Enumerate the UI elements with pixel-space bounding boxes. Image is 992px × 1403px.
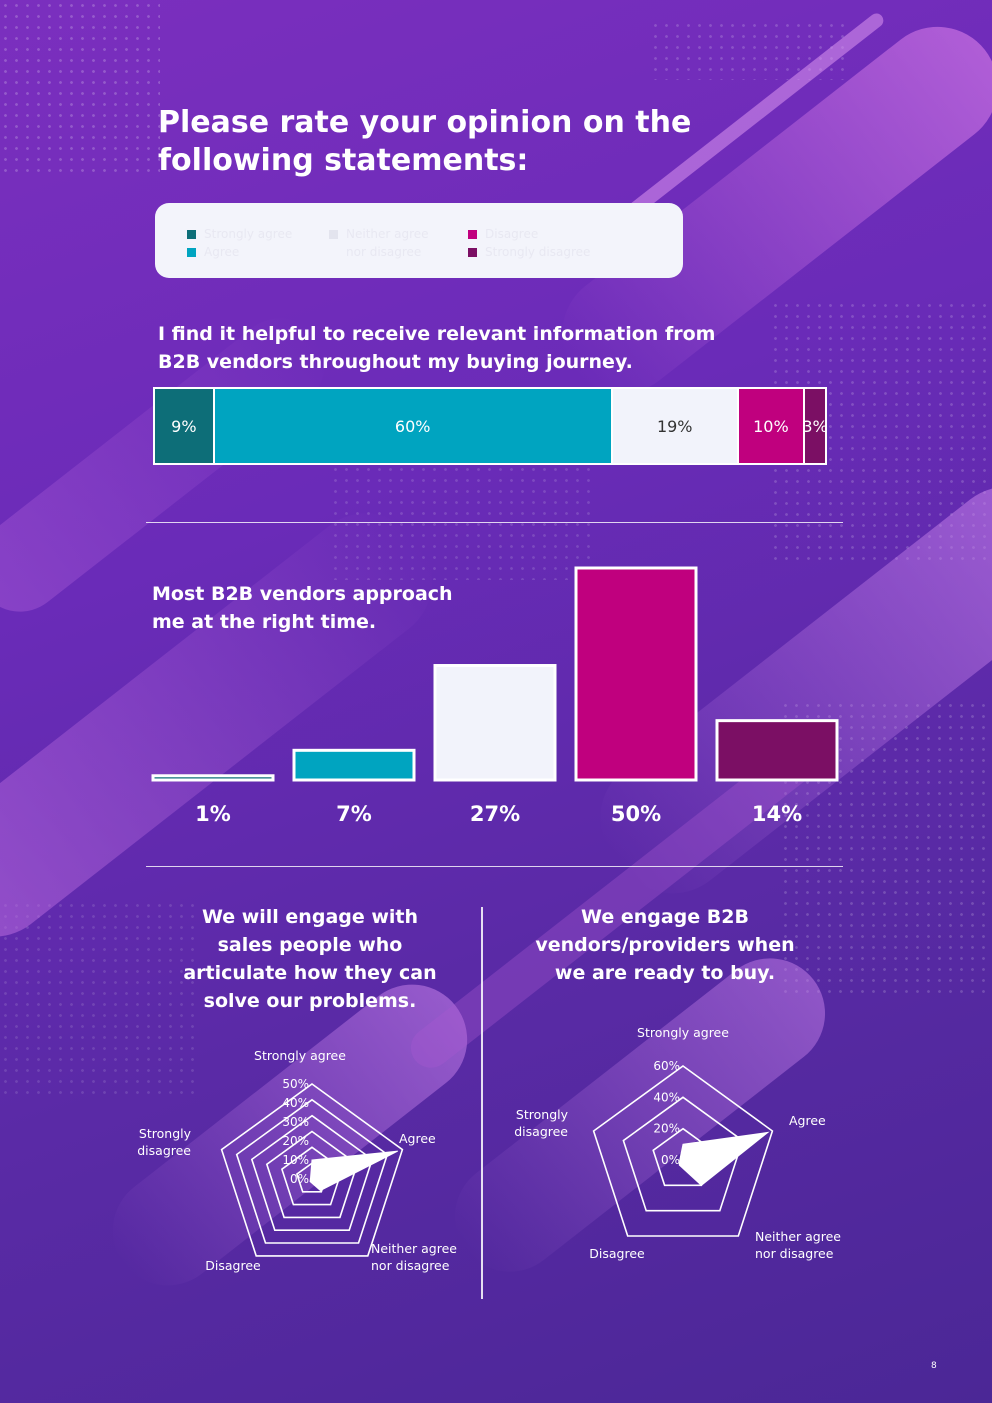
- page-title: Please rate your opinion on the followin…: [158, 104, 691, 180]
- radar-axis-label: Strongly: [516, 1107, 569, 1122]
- radar-axis-label: Neither agree: [371, 1241, 457, 1256]
- radar-axis-label: Neither agree: [755, 1229, 841, 1244]
- radar-gridline: [295, 1162, 329, 1193]
- stacked-bar-segment: 60%: [214, 389, 613, 463]
- page-title-line-1: Please rate your opinion on the: [158, 105, 692, 140]
- radar-gridline: [280, 1146, 344, 1206]
- stacked-bar-segment: 3%: [802, 389, 828, 463]
- chart-3-title: We will engage with sales people who art…: [150, 903, 470, 1015]
- radar-axis-label: Strongly: [139, 1126, 192, 1141]
- legend-swatch: [187, 229, 196, 239]
- legend-item-neither: Neither agree: [329, 227, 429, 241]
- chart-3-title-line-3: articulate how they can: [183, 962, 437, 984]
- radar-gridline: [235, 1098, 389, 1244]
- radar-tick-label: 40%: [653, 1090, 680, 1104]
- legend-label: Neither agree: [346, 227, 429, 241]
- chart-2-title: Most B2B vendors approach me at the righ…: [152, 580, 453, 636]
- chart-3-title-line-1: We will engage with: [201, 906, 419, 928]
- radar-tick-label: 50%: [282, 1077, 309, 1091]
- legend-label: Strongly disagree: [485, 245, 591, 259]
- radar-axis-label: Disagree: [205, 1258, 261, 1273]
- radar-data-area: [678, 1131, 770, 1186]
- legend-label: nor disagree: [346, 245, 422, 259]
- column-bar: [292, 748, 416, 782]
- column-value-label: 7%: [336, 802, 372, 826]
- chart-1-title-line-2: B2B vendors throughout my buying journey…: [158, 351, 633, 373]
- stacked-bar-segment: 19%: [612, 389, 739, 463]
- radar-tick-label: 20%: [282, 1134, 309, 1148]
- radar-tick-label: 40%: [282, 1096, 309, 1110]
- chart-3-title-line-4: solve our problems.: [203, 990, 417, 1012]
- legend-swatch: [468, 247, 477, 257]
- stacked-bar-label: 60%: [394, 416, 431, 436]
- radar-data-area: [309, 1150, 399, 1192]
- legend-swatch: [329, 229, 338, 239]
- page-number: 8: [931, 1361, 937, 1371]
- chart-2-title-line-2: me at the right time.: [152, 611, 377, 633]
- chart-4-title-line-2: vendors/providers when: [535, 934, 795, 956]
- chart-4-title-line-1: We engage B2B: [581, 906, 749, 928]
- divider-1: [146, 522, 843, 523]
- stacked-bar-label: 10%: [753, 416, 789, 436]
- legend-item-strongly-agree: Strongly agree: [187, 227, 292, 241]
- stacked-bar-segment: 9%: [155, 389, 215, 463]
- chart-4-title: We engage B2B vendors/providers when we …: [520, 903, 810, 987]
- radar-axis-label: nor disagree: [755, 1246, 834, 1261]
- legend-label: Strongly agree: [204, 227, 293, 241]
- radar-axis-label: disagree: [137, 1143, 191, 1158]
- stacked-bar-chart: 9% 60% 19% 10% 3%: [153, 387, 828, 465]
- legend-swatch: [468, 229, 477, 239]
- column-value-label: 27%: [470, 802, 520, 826]
- radar-tick-label: 10%: [282, 1153, 309, 1167]
- chart-4-title-line-3: we are ready to buy.: [554, 962, 776, 984]
- divider-2: [146, 866, 843, 867]
- radar-axis-label: Disagree: [589, 1246, 645, 1261]
- column-value-label: 50%: [611, 802, 661, 826]
- stacked-bar-segment: 10%: [738, 389, 806, 463]
- vertical-divider: [481, 907, 483, 1299]
- chart-legend: Strongly agree Agree Neither agree nor d…: [155, 203, 683, 278]
- radar-tick-label: 60%: [653, 1059, 680, 1073]
- chart-1-title-line-1: I find it helpful to receive relevant in…: [158, 323, 716, 345]
- stacked-bar-label: 9%: [171, 416, 197, 436]
- legend-item-strongly-disagree: Strongly disagree: [468, 245, 590, 259]
- radar-gridline: [250, 1114, 374, 1231]
- radar-axis-label: Strongly agree: [637, 1025, 729, 1040]
- radar-axis-label: Agree: [789, 1113, 826, 1128]
- stacked-bar-label: 19%: [656, 416, 693, 436]
- legend-swatch: [187, 247, 196, 257]
- radar-tick-label: 0%: [661, 1153, 680, 1167]
- page-title-line-2: following statements:: [158, 143, 529, 178]
- column-bar: [574, 566, 698, 782]
- column-bar: [433, 664, 557, 782]
- legend-item-neither-line2: nor disagree: [346, 245, 421, 259]
- radar-tick-label: 0%: [290, 1172, 309, 1186]
- radar-tick-label: 30%: [282, 1115, 309, 1129]
- radar-axis-label: Agree: [399, 1131, 436, 1146]
- chart-1-title: I find it helpful to receive relevant in…: [158, 320, 715, 376]
- column-bar: [715, 719, 839, 782]
- radar-axis-label: disagree: [514, 1124, 568, 1139]
- radar-gridline: [220, 1083, 404, 1257]
- radar-axis-label: nor disagree: [371, 1258, 450, 1273]
- radar-gridline: [652, 1127, 714, 1187]
- radar-gridline: [265, 1130, 359, 1219]
- chart-2-title-line-1: Most B2B vendors approach: [152, 583, 453, 605]
- legend-label: Agree: [204, 245, 240, 259]
- column-bar: [151, 774, 275, 782]
- radar-axis-label: Strongly agree: [254, 1048, 346, 1063]
- chart-3-title-line-2: sales people who: [217, 934, 403, 956]
- radar-gridline: [592, 1065, 774, 1237]
- column-value-label: 1%: [195, 802, 231, 826]
- radar-tick-label: 20%: [653, 1122, 680, 1136]
- stacked-bar-label: 3%: [802, 416, 828, 436]
- column-value-label: 14%: [752, 802, 802, 826]
- legend-item-disagree: Disagree: [468, 227, 538, 241]
- legend-item-agree: Agree: [187, 245, 239, 259]
- radar-gridline: [622, 1096, 744, 1212]
- legend-label: Disagree: [485, 227, 539, 241]
